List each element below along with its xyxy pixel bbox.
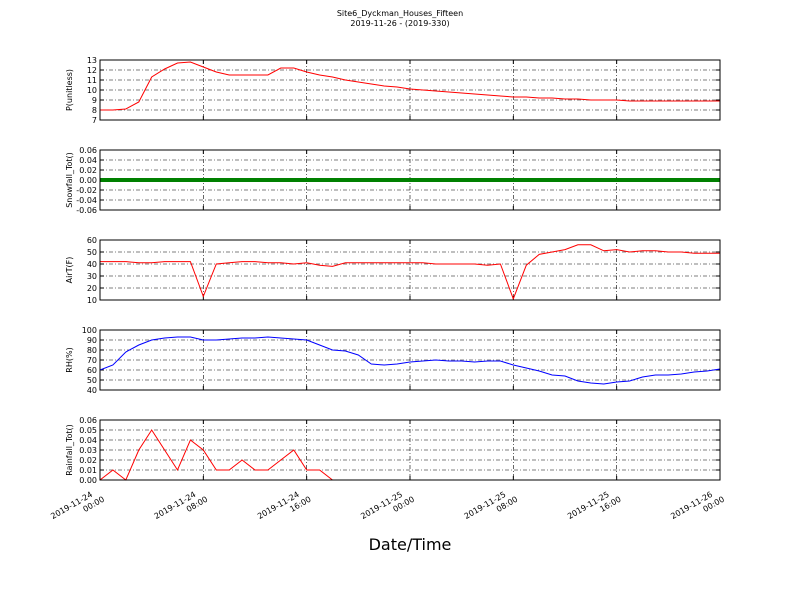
y-tick-label: 40 [87, 386, 97, 395]
y-tick-label: 0.00 [79, 176, 97, 185]
axes-frame [99, 419, 721, 481]
y-tick-label: 60 [87, 236, 97, 245]
y-tick-label: 0.03 [79, 446, 97, 455]
y-tick-label: 12 [87, 66, 97, 75]
data-line [99, 336, 721, 385]
y-axis-label: P(unitless) [65, 69, 74, 111]
y-tick-label: 0.06 [79, 146, 97, 155]
y-tick-label: 20 [87, 284, 97, 293]
y-tick-label: -0.04 [76, 196, 97, 205]
y-tick-label: 10 [87, 86, 97, 95]
y-axis-label: Snowfall_Tot() [65, 152, 74, 208]
y-tick-label: 7 [92, 116, 97, 125]
y-tick-label: 60 [87, 366, 97, 375]
y-axis-label: RH(%) [65, 347, 74, 372]
y-tick-label: 8 [92, 106, 97, 115]
y-tick-label: 0.04 [79, 156, 97, 165]
y-tick-label: 50 [87, 248, 97, 257]
y-tick-label: 40 [87, 260, 97, 269]
chart-title: Site6_Dyckman_Houses_Fifteen [337, 9, 463, 18]
y-tick-label: 0.02 [79, 456, 97, 465]
chart-subtitle: 2019-11-26 - (2019-330) [350, 19, 449, 28]
y-tick-label: 11 [87, 76, 97, 85]
y-tick-label: 0.06 [79, 416, 97, 425]
axes-frame [99, 239, 721, 301]
y-tick-label: 80 [87, 346, 97, 355]
y-axis-label: AirT(F) [65, 257, 74, 284]
data-line [100, 61, 720, 111]
y-tick-label: 30 [87, 272, 97, 281]
y-tick-label: 0.00 [79, 476, 97, 485]
y-axis-label: Rainfall_Tot() [65, 424, 74, 476]
y-tick-label: 0.04 [79, 436, 97, 445]
x-axis-label: Date/Time [369, 535, 452, 554]
y-tick-label: 90 [87, 336, 97, 345]
y-tick-label: 10 [87, 296, 97, 305]
y-tick-label: -0.06 [76, 206, 97, 215]
y-tick-label: 13 [87, 56, 97, 65]
y-tick-label: 100 [82, 326, 97, 335]
y-tick-label: 0.05 [79, 426, 97, 435]
axes-frame [99, 329, 721, 391]
y-tick-label: 0.01 [79, 466, 97, 475]
y-tick-label: 0.02 [79, 166, 97, 175]
axes-frame [99, 59, 721, 121]
axes-frame [99, 149, 721, 211]
data-line [100, 244, 720, 301]
y-tick-label: 9 [92, 96, 97, 105]
y-tick-label: 50 [87, 376, 97, 385]
y-tick-label: 70 [87, 356, 97, 365]
y-tick-label: -0.02 [76, 186, 97, 195]
